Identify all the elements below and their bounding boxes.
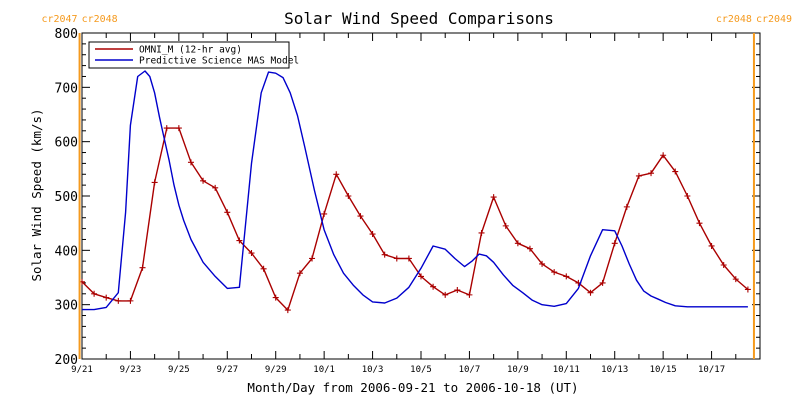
data-point-marker — [708, 242, 715, 249]
data-point-marker — [442, 291, 449, 298]
legend-label: OMNI_M (12-hr avg) — [139, 45, 242, 56]
data-point-marker — [309, 255, 316, 262]
series-line-omni — [81, 127, 749, 311]
y-axis-label: Solar Wind Speed (km/s) — [29, 108, 44, 281]
data-point-marker — [200, 177, 207, 184]
carrington-label: cr2047 — [41, 14, 77, 25]
x-tick-label: 9/25 — [168, 365, 190, 375]
x-tick-label: 10/15 — [650, 365, 677, 375]
x-tick-label: 10/1 — [313, 365, 335, 375]
data-point-marker — [514, 240, 521, 247]
data-point-marker — [490, 194, 497, 201]
data-point-marker — [163, 125, 170, 132]
data-point-marker — [115, 297, 122, 304]
y-tick-label: 200 — [55, 353, 78, 368]
data-point-marker — [248, 250, 255, 257]
data-point-marker — [224, 209, 231, 216]
chart-title: Solar Wind Speed Comparisons — [284, 9, 554, 28]
y-tick-label: 700 — [55, 81, 78, 96]
y-tick-label: 800 — [55, 27, 78, 42]
data-point-marker — [648, 170, 655, 177]
data-point-marker — [345, 193, 352, 199]
data-point-marker — [418, 273, 424, 280]
x-tick-label: 10/7 — [459, 365, 481, 375]
data-point-marker — [212, 184, 219, 191]
data-point-marker — [502, 222, 509, 229]
data-point-marker — [587, 289, 594, 296]
data-point-marker — [696, 220, 703, 227]
x-tick-label: 10/5 — [410, 365, 432, 375]
data-point-marker — [660, 152, 667, 159]
data-point-marker — [454, 286, 461, 293]
data-point-marker — [91, 290, 98, 297]
data-point-marker — [260, 265, 267, 272]
data-point-marker — [127, 297, 134, 304]
data-point-marker — [272, 294, 279, 301]
data-point-marker — [103, 294, 110, 301]
data-point-marker — [405, 255, 412, 262]
legend-box — [88, 41, 290, 69]
data-point-marker — [539, 260, 546, 267]
y-tick-label: 500 — [55, 190, 78, 205]
carrington-label: cr2049 — [756, 14, 792, 25]
data-point-marker — [381, 251, 388, 258]
data-point-marker — [393, 255, 400, 262]
data-point-marker — [187, 159, 194, 166]
y-tick-label: 600 — [55, 136, 78, 151]
x-tick-label: 9/23 — [120, 365, 142, 375]
data-point-marker — [672, 168, 679, 175]
x-tick-label: 9/29 — [265, 365, 287, 375]
x-tick-label: 10/9 — [507, 365, 529, 375]
data-point-marker — [357, 213, 364, 220]
x-tick-label: 10/11 — [553, 365, 580, 375]
data-point-marker — [732, 276, 739, 283]
data-point-marker — [236, 237, 243, 244]
x-tick-label: 10/13 — [601, 365, 628, 375]
data-point-marker — [333, 171, 340, 178]
data-point-marker — [563, 273, 570, 280]
data-point-marker — [296, 270, 303, 277]
x-tick-label: 10/17 — [698, 365, 725, 375]
y-tick-label: 400 — [55, 244, 78, 259]
data-point-marker — [175, 125, 182, 132]
data-point-marker — [611, 240, 618, 247]
legend-label: Predictive Science MAS Model — [139, 56, 299, 67]
data-point-marker — [599, 279, 606, 286]
data-point-marker — [744, 286, 751, 293]
data-point-marker — [720, 262, 727, 269]
data-point-marker — [684, 193, 691, 199]
data-point-marker — [478, 229, 485, 236]
x-tick-label: 9/27 — [216, 365, 238, 375]
x-tick-label: 9/21 — [71, 365, 93, 375]
data-point-marker — [284, 307, 291, 314]
y-tick-label: 300 — [55, 299, 78, 314]
series-line-mas — [82, 70, 748, 311]
data-point-marker — [430, 283, 437, 290]
data-point-marker — [466, 291, 473, 298]
carrington-label: cr2048 — [82, 14, 118, 25]
plot-layer: 200 300 400 500 600 700 800 9/21 9/23 9/25 9/27 9/2… — [41, 14, 792, 375]
carrington-label: cr2048 — [716, 14, 752, 25]
data-point-marker — [635, 172, 642, 179]
data-point-marker — [369, 231, 376, 238]
data-point-marker — [321, 210, 328, 217]
data-point-marker — [151, 179, 158, 186]
data-point-marker — [551, 269, 558, 276]
x-axis-label: Month/Day from 2006-09-21 to 2006-10-18 … — [247, 380, 578, 395]
data-point-marker — [526, 245, 533, 252]
data-point-marker — [623, 203, 630, 210]
data-point-marker — [139, 264, 146, 271]
x-tick-label: 10/3 — [362, 365, 384, 375]
